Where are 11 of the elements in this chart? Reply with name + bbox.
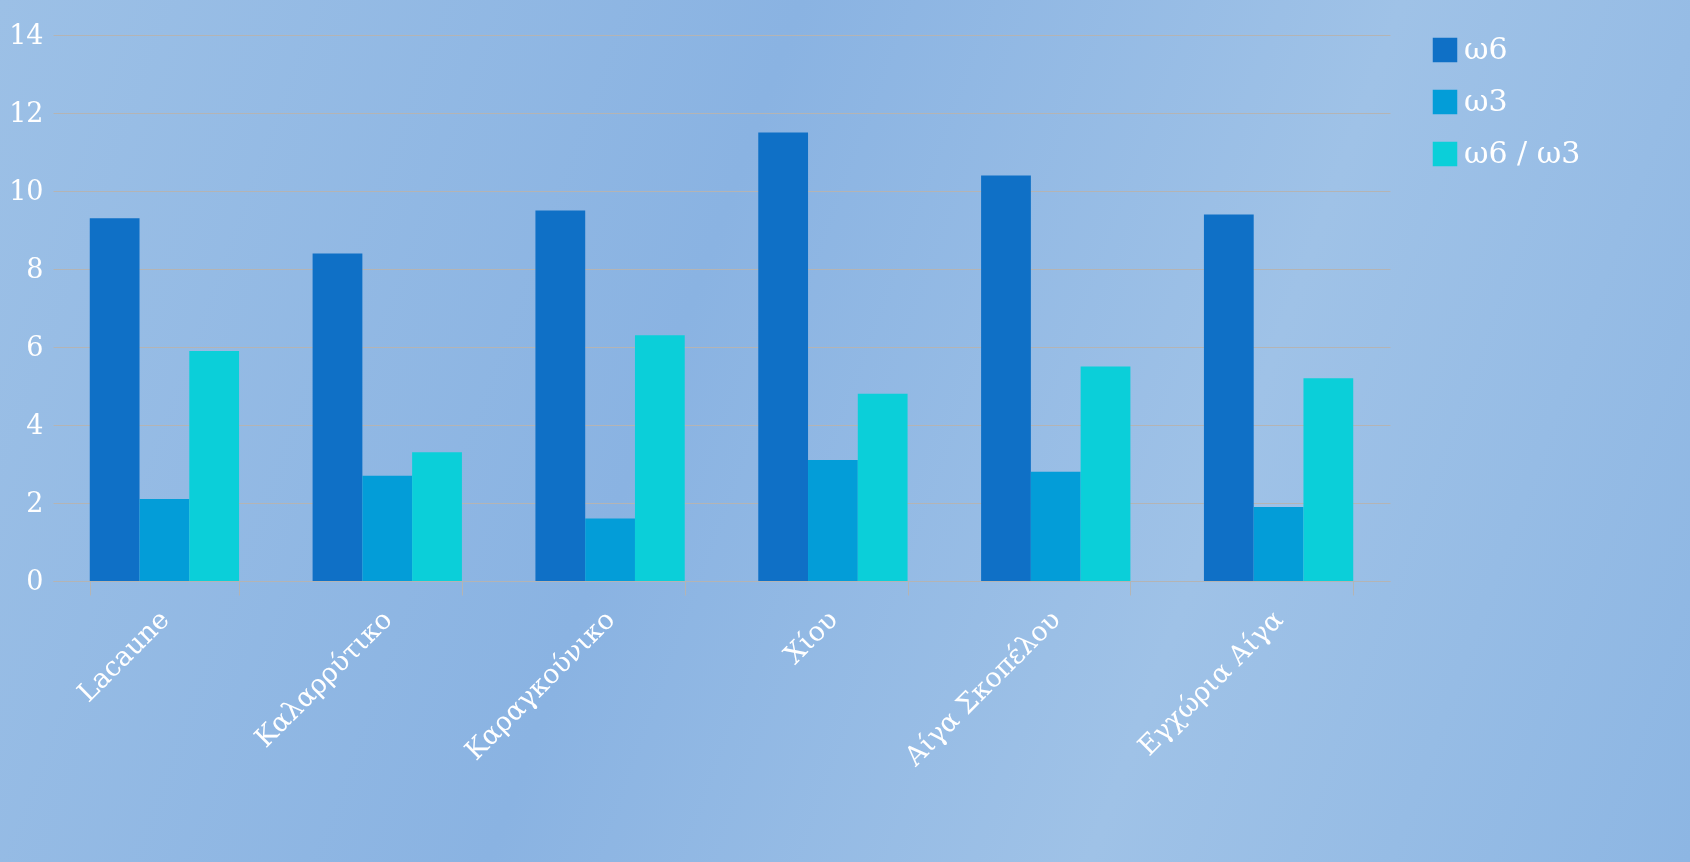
legend-label: ω6 [1464, 31, 1508, 66]
y-tick-label: 10 [9, 174, 44, 206]
y-tick-label: 6 [26, 330, 44, 362]
y-tick-label: 2 [26, 486, 44, 518]
legend-label: ω6 / ω3 [1464, 135, 1581, 170]
y-tick-label: 8 [26, 252, 44, 284]
y-tick-label: 12 [9, 96, 44, 128]
y-tick-label: 14 [9, 18, 44, 50]
y-tick-label: 4 [26, 408, 44, 440]
y-tick-label: 0 [26, 564, 44, 596]
legend-label: ω3 [1464, 83, 1508, 118]
